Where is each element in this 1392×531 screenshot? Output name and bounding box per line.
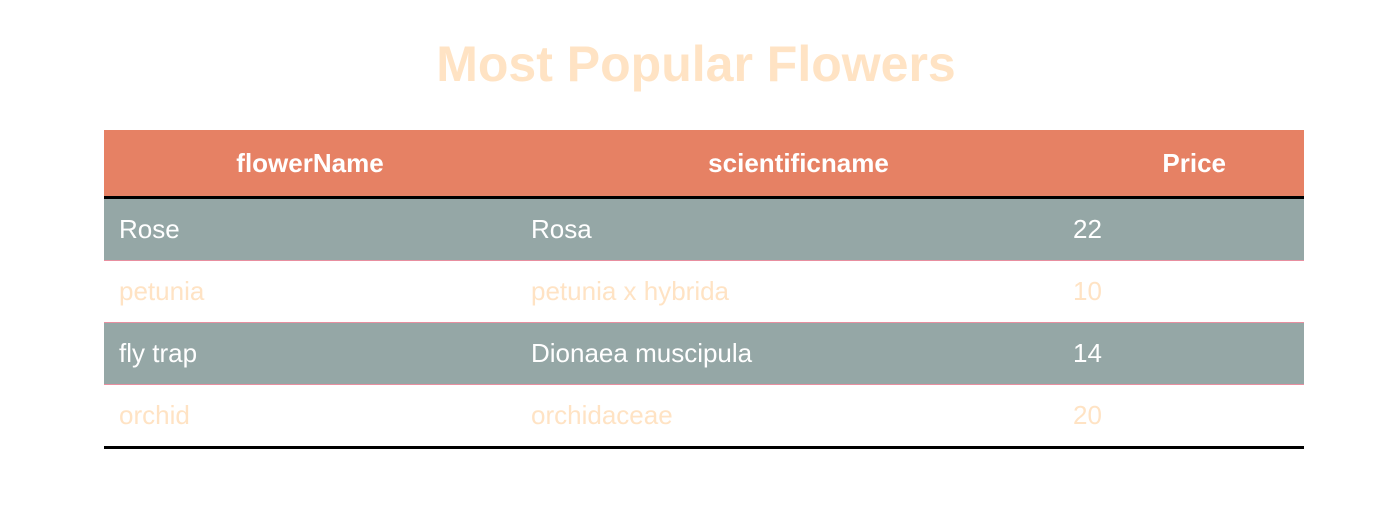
cell-flowername: orchid	[104, 384, 516, 449]
cell-flowername: fly trap	[104, 322, 516, 385]
column-header-scientificname[interactable]: scientificname	[516, 130, 1081, 199]
flowers-table: flowerName scientificname Price Rose Ros…	[104, 130, 1304, 449]
cell-price: 20	[1073, 384, 1304, 449]
table-body: Rose Rosa 22 petunia petunia x hybrida 1…	[104, 197, 1304, 449]
page-title: Most Popular Flowers	[436, 36, 956, 92]
cell-scientificname: orchidaceae	[516, 384, 1081, 449]
cell-price: 22	[1073, 197, 1304, 261]
cell-scientificname: petunia x hybrida	[516, 260, 1081, 323]
table-header: flowerName scientificname Price	[104, 130, 1304, 199]
column-header-flowername[interactable]: flowerName	[104, 130, 516, 199]
price-value: 14	[1073, 338, 1102, 368]
cell-price: 10	[1073, 260, 1304, 323]
price-value: 22	[1073, 214, 1102, 244]
header-row: flowerName scientificname Price	[104, 130, 1304, 199]
table-row: fly trap Dionaea muscipula 14	[104, 322, 1304, 385]
cell-scientificname: Rosa	[516, 197, 1081, 261]
cell-flowername: petunia	[104, 260, 516, 323]
table-row: Rose Rosa 22	[104, 197, 1304, 261]
column-header-price[interactable]: Price	[1081, 130, 1304, 199]
cell-scientificname: Dionaea muscipula	[516, 322, 1081, 385]
price-value: 10	[1073, 276, 1102, 306]
cell-price: 14	[1073, 322, 1304, 385]
table-row: orchid orchidaceae 20	[104, 384, 1304, 449]
table-row: petunia petunia x hybrida 10	[104, 260, 1304, 323]
price-value: 20	[1073, 400, 1102, 430]
cell-flowername: Rose	[104, 197, 516, 261]
